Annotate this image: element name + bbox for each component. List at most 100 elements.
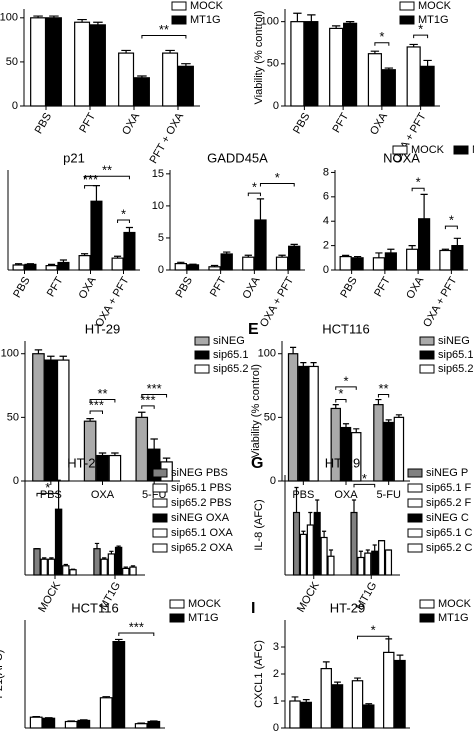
y-tick-label: 0 xyxy=(12,100,18,112)
bar xyxy=(340,426,352,482)
bar xyxy=(393,416,405,482)
error-bar xyxy=(302,699,310,703)
bar xyxy=(406,46,421,107)
error-bar xyxy=(342,254,350,257)
significance-bracket xyxy=(141,405,155,409)
legend-swatch xyxy=(194,364,210,374)
error-bar xyxy=(290,346,297,354)
chart-title: HCT116 xyxy=(322,321,369,336)
error-bar xyxy=(77,18,87,23)
error-bar xyxy=(354,255,362,258)
significance-label: * xyxy=(371,623,376,638)
legend-label: sip65.2 xyxy=(213,363,248,375)
error-bar xyxy=(331,25,341,29)
significance-label: *** xyxy=(83,172,98,187)
x-tick-label: PFT xyxy=(208,275,229,299)
y-tick-label: 50 xyxy=(267,58,279,70)
error-bar xyxy=(322,661,330,669)
legend-swatch xyxy=(152,468,168,478)
y-tick-label: 2 xyxy=(273,668,279,680)
error-bar xyxy=(86,418,94,422)
x-tick-label: PBS xyxy=(292,489,314,501)
legend-label: sip65.1 xyxy=(213,349,248,361)
legend-label: sip65.2 F xyxy=(426,497,472,509)
significance-bracket xyxy=(141,34,187,39)
error-bar xyxy=(372,544,377,552)
bar xyxy=(174,262,187,271)
error-bar xyxy=(138,411,146,418)
legend-swatch xyxy=(419,336,435,346)
bar xyxy=(77,719,91,729)
error-bar xyxy=(150,438,158,450)
legend-label: siNEG C xyxy=(426,512,469,524)
error-bar xyxy=(125,226,134,233)
bar xyxy=(78,255,91,271)
legend-swatch xyxy=(152,543,168,553)
error-bar xyxy=(420,193,428,219)
legend-label: MT1G xyxy=(188,612,219,624)
bar xyxy=(329,27,344,107)
x-tick-label: OXA + PFT xyxy=(258,275,296,330)
y-tick-label: 4 xyxy=(323,215,329,227)
error-bar xyxy=(181,63,191,67)
bar xyxy=(304,21,319,107)
error-bar xyxy=(49,557,54,560)
error-bar xyxy=(14,263,23,265)
panel-label: I xyxy=(251,600,255,617)
bar xyxy=(364,552,372,576)
significance-bracket xyxy=(411,187,425,192)
error-bar xyxy=(70,568,76,570)
legend-swatch xyxy=(392,145,408,155)
bar xyxy=(451,245,464,271)
bar xyxy=(275,256,289,271)
error-bar xyxy=(342,423,350,428)
significance-label: * xyxy=(338,386,343,401)
y-tick-label: 50 xyxy=(6,56,18,68)
bar xyxy=(83,420,97,482)
error-bar xyxy=(441,248,449,251)
legend-label: sip65.1 OXA xyxy=(171,527,233,539)
x-tick-label: OXA xyxy=(240,274,262,301)
bar xyxy=(162,52,179,107)
chart-title: HT-29 xyxy=(67,455,102,470)
error-bar xyxy=(223,251,231,254)
legend-swatch xyxy=(407,483,423,493)
significance-label: ** xyxy=(378,381,388,396)
significance-bracket xyxy=(374,42,390,46)
error-bar xyxy=(123,566,128,569)
bar xyxy=(367,53,382,107)
bar xyxy=(383,651,395,729)
bar xyxy=(313,511,321,576)
bar xyxy=(208,266,221,271)
legend-label: MT1G xyxy=(190,14,221,26)
bar xyxy=(406,248,419,271)
error-bar xyxy=(177,261,185,264)
error-bar xyxy=(102,696,110,698)
legend-swatch xyxy=(399,1,415,11)
significance-bracket xyxy=(141,393,168,398)
bar xyxy=(135,416,149,482)
panel-label: E xyxy=(248,321,259,338)
bar xyxy=(383,421,394,482)
error-bar xyxy=(256,198,265,220)
significance-bracket xyxy=(335,399,347,403)
y-axis-label: P21(AFC) xyxy=(0,650,5,699)
legend-swatch xyxy=(194,336,210,346)
y-tick-label: 100 xyxy=(0,12,18,24)
error-bar xyxy=(278,254,286,258)
error-bar xyxy=(310,362,317,367)
error-bar xyxy=(375,398,382,405)
bar xyxy=(186,264,200,271)
legend-label: siNEG PBS xyxy=(171,467,228,479)
bar xyxy=(384,252,397,271)
error-bar xyxy=(32,716,40,718)
bar xyxy=(69,569,77,576)
significance-label: *** xyxy=(89,397,104,412)
error-bar xyxy=(291,696,299,701)
error-bar xyxy=(130,565,136,568)
x-tick-label: PBS xyxy=(291,111,312,136)
error-bar xyxy=(334,681,341,685)
legend-swatch xyxy=(419,350,435,360)
chart-title: NOXA xyxy=(383,150,420,165)
